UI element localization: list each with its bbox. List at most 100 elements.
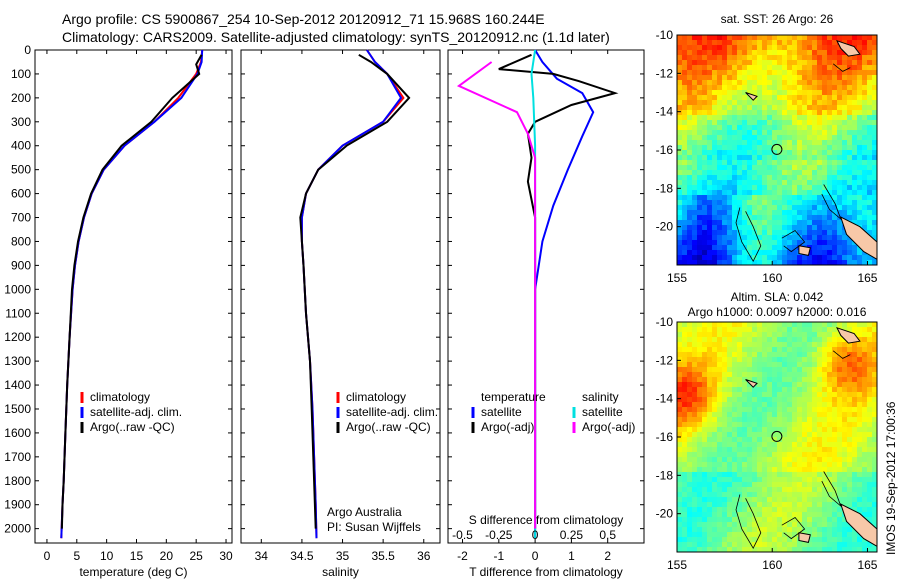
- heatmap-cell: [832, 155, 838, 161]
- heatmap-cell: [687, 160, 693, 166]
- heatmap-cell: [872, 452, 877, 458]
- heatmap-cell: [807, 422, 813, 428]
- heatmap-cell: [707, 260, 713, 265]
- heatmap-cell: [837, 452, 843, 458]
- heatmap-cell: [812, 260, 818, 265]
- heatmap-cell: [802, 120, 808, 126]
- heatmap-cell: [867, 352, 873, 358]
- heatmap-cell: [822, 70, 828, 76]
- heatmap-cell: [697, 110, 703, 116]
- heatmap-cell: [802, 170, 808, 176]
- heatmap-cell: [767, 497, 773, 503]
- heatmap-cell: [872, 507, 877, 513]
- heatmap-cell: [852, 85, 858, 91]
- heatmap-cell: [747, 240, 753, 246]
- heatmap-cell: [697, 180, 703, 186]
- heatmap-cell: [842, 95, 848, 101]
- heatmap-cell: [717, 527, 723, 533]
- heatmap-cell: [827, 407, 833, 413]
- heatmap-cell: [787, 55, 793, 61]
- heatmap-cell: [782, 512, 788, 518]
- heatmap-cell: [777, 442, 783, 448]
- heatmap-cell: [717, 210, 723, 216]
- heatmap-cell: [692, 322, 698, 328]
- heatmap-cell: [872, 200, 877, 206]
- heatmap-cell: [767, 125, 773, 131]
- heatmap-cell: [682, 155, 688, 161]
- heatmap-cell: [787, 85, 793, 91]
- heatmap-cell: [777, 487, 783, 493]
- heatmap-cell: [687, 367, 693, 373]
- heatmap-cell: [842, 537, 848, 543]
- heatmap-cell: [687, 452, 693, 458]
- heatmap-cell: [867, 85, 873, 91]
- heatmap-cell: [742, 507, 748, 513]
- heatmap-cell: [682, 362, 688, 368]
- heatmap-cell: [817, 190, 823, 196]
- heatmap-cell: [837, 432, 843, 438]
- heatmap-cell: [807, 332, 813, 338]
- heatmap-cell: [837, 75, 843, 81]
- heatmap-cell: [807, 462, 813, 468]
- bathymetry-contour: [781, 229, 806, 253]
- heatmap-cell: [712, 150, 718, 156]
- heatmap-cell: [822, 442, 828, 448]
- heatmap-cell: [702, 357, 708, 363]
- heatmap-cell: [722, 95, 728, 101]
- heatmap-cell: [862, 477, 868, 483]
- heatmap-cell: [872, 377, 877, 383]
- heatmap-cell: [757, 165, 763, 171]
- heatmap-cell: [737, 497, 743, 503]
- heatmap-cell: [677, 372, 683, 378]
- heatmap-cell: [812, 347, 818, 353]
- heatmap-cell: [762, 397, 768, 403]
- heatmap-cell: [827, 542, 833, 548]
- heatmap-cell: [742, 472, 748, 478]
- heatmap-cell: [782, 225, 788, 231]
- heatmap-cell: [837, 85, 843, 91]
- heatmap-cell: [852, 487, 858, 493]
- heatmap-cell: [727, 210, 733, 216]
- heatmap-cell: [847, 60, 853, 66]
- heatmap-cell: [712, 65, 718, 71]
- heatmap-cell: [732, 125, 738, 131]
- heatmap-cell: [712, 492, 718, 498]
- heatmap-cell: [707, 85, 713, 91]
- heatmap-cell: [742, 160, 748, 166]
- heatmap-cell: [802, 210, 808, 216]
- heatmap-cell: [727, 412, 733, 418]
- heatmap-cell: [822, 55, 828, 61]
- heatmap-cell: [852, 537, 858, 543]
- heatmap-cell: [817, 230, 823, 236]
- heatmap-cell: [722, 507, 728, 513]
- heatmap-cell: [837, 225, 843, 231]
- heatmap-cell: [797, 427, 803, 433]
- heatmap-cell: [707, 250, 713, 256]
- heatmap-cell: [717, 250, 723, 256]
- heatmap-cell: [832, 417, 838, 423]
- heatmap-cell: [792, 367, 798, 373]
- heatmap-cell: [682, 110, 688, 116]
- heatmap-cell: [727, 452, 733, 458]
- heatmap-cell: [722, 60, 728, 66]
- heatmap-cell: [702, 387, 708, 393]
- heatmap-cell: [812, 337, 818, 343]
- heatmap-cell: [752, 482, 758, 488]
- heatmap-cell: [717, 130, 723, 136]
- heatmap-cell: [852, 432, 858, 438]
- heatmap-cell: [832, 185, 838, 191]
- heatmap-cell: [857, 40, 863, 46]
- heatmap-cell: [687, 372, 693, 378]
- argo-position-marker: [771, 143, 783, 155]
- heatmap-cell: [677, 60, 683, 66]
- heatmap-cell: [832, 327, 838, 333]
- heatmap-cell: [807, 427, 813, 433]
- heatmap-cell: [767, 412, 773, 418]
- heatmap-cell: [867, 437, 873, 443]
- heatmap-cell: [747, 205, 753, 211]
- heatmap-cell: [742, 327, 748, 333]
- heatmap-cell: [732, 140, 738, 146]
- heatmap-cell: [682, 100, 688, 106]
- heatmap-cell: [752, 125, 758, 131]
- heatmap-cell: [737, 462, 743, 468]
